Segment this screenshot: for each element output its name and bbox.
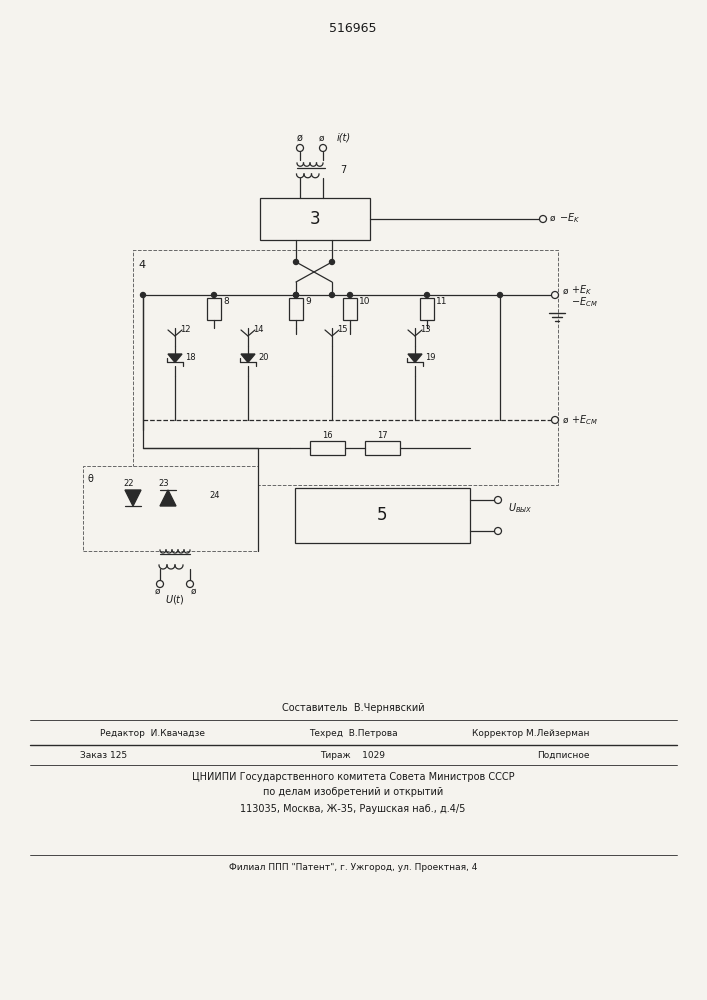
Circle shape <box>551 292 559 298</box>
Bar <box>365 441 400 455</box>
Text: 24: 24 <box>210 490 221 499</box>
Circle shape <box>539 216 547 223</box>
Bar <box>343 298 357 320</box>
Text: $U_{ВЫХ}$: $U_{ВЫХ}$ <box>508 501 532 515</box>
Circle shape <box>329 259 334 264</box>
Text: 18: 18 <box>185 354 196 362</box>
Text: ø: ø <box>190 586 196 595</box>
Bar <box>260 198 370 240</box>
Text: Редактор  И.Квачадзе: Редактор И.Квачадзе <box>100 728 205 738</box>
Bar <box>295 488 470 543</box>
Circle shape <box>296 144 303 151</box>
Text: Техред  В.Петрова: Техред В.Петрова <box>309 728 397 738</box>
Circle shape <box>293 292 298 298</box>
Circle shape <box>293 292 298 298</box>
Text: ø: ø <box>563 416 568 424</box>
Circle shape <box>293 259 298 264</box>
Text: 10: 10 <box>359 296 370 306</box>
Text: Тираж    1029: Тираж 1029 <box>320 750 385 760</box>
Text: 113035, Москва, Ж-35, Раушская наб., д.4/5: 113035, Москва, Ж-35, Раушская наб., д.4… <box>240 804 466 814</box>
Polygon shape <box>125 490 141 506</box>
Text: по делам изобретений и открытий: по делам изобретений и открытий <box>263 787 443 797</box>
Text: ЦНИИПИ Государственного комитета Совета Министров СССР: ЦНИИПИ Государственного комитета Совета … <box>192 772 514 782</box>
Circle shape <box>320 144 327 151</box>
Text: ø: ø <box>297 133 303 143</box>
Bar <box>207 298 221 320</box>
Text: Филиал ППП "Патент", г. Ужгород, ул. Проектная, 4: Филиал ППП "Патент", г. Ужгород, ул. Про… <box>229 863 477 872</box>
Text: 19: 19 <box>425 354 436 362</box>
Polygon shape <box>160 490 176 506</box>
Circle shape <box>187 580 194 587</box>
Circle shape <box>348 292 353 298</box>
Text: 3: 3 <box>310 210 320 228</box>
Text: 7: 7 <box>340 165 346 175</box>
Circle shape <box>424 292 429 298</box>
Circle shape <box>494 496 501 504</box>
Text: 15: 15 <box>337 326 348 334</box>
Text: $U(t)$: $U(t)$ <box>165 592 185 605</box>
Text: Заказ 125: Заказ 125 <box>80 750 127 760</box>
Text: 20: 20 <box>258 354 269 362</box>
Bar <box>83 466 258 551</box>
Text: 9: 9 <box>305 296 311 306</box>
Text: 11: 11 <box>436 296 448 306</box>
Circle shape <box>329 292 334 298</box>
Text: 14: 14 <box>253 326 264 334</box>
Text: 516965: 516965 <box>329 21 377 34</box>
Circle shape <box>498 292 503 298</box>
Text: θ: θ <box>87 474 93 484</box>
Text: 5: 5 <box>377 506 387 524</box>
Circle shape <box>551 416 559 424</box>
Circle shape <box>494 528 501 534</box>
Text: 12: 12 <box>180 326 190 334</box>
Circle shape <box>211 292 216 298</box>
Text: $+E_{CM}$: $+E_{CM}$ <box>571 413 597 427</box>
Text: Подписное: Подписное <box>537 750 590 760</box>
Bar <box>420 298 434 320</box>
Text: 22: 22 <box>124 480 134 488</box>
Text: 17: 17 <box>377 432 387 440</box>
Text: ø: ø <box>318 133 324 142</box>
Bar <box>289 298 303 320</box>
Text: 13: 13 <box>420 326 431 334</box>
Circle shape <box>141 292 146 298</box>
Text: $-E_{CM}$: $-E_{CM}$ <box>571 295 597 309</box>
Text: ø: ø <box>563 286 568 296</box>
Bar <box>310 441 345 455</box>
Text: i(t): i(t) <box>337 133 351 143</box>
Text: 4: 4 <box>138 260 145 270</box>
Text: ø: ø <box>550 214 556 223</box>
Text: ø: ø <box>154 586 160 595</box>
Text: 16: 16 <box>322 432 332 440</box>
Text: 8: 8 <box>223 296 229 306</box>
Polygon shape <box>241 354 255 362</box>
Text: $-E_K$: $-E_K$ <box>559 211 580 225</box>
Text: Корректор М.Лейзерман: Корректор М.Лейзерман <box>472 728 590 738</box>
Text: 23: 23 <box>158 480 169 488</box>
Circle shape <box>156 580 163 587</box>
Text: $+E_K$: $+E_K$ <box>571 283 592 297</box>
Polygon shape <box>408 354 422 362</box>
Bar <box>133 250 558 485</box>
Polygon shape <box>168 354 182 362</box>
Text: Составитель  В.Чернявский: Составитель В.Чернявский <box>281 703 424 713</box>
